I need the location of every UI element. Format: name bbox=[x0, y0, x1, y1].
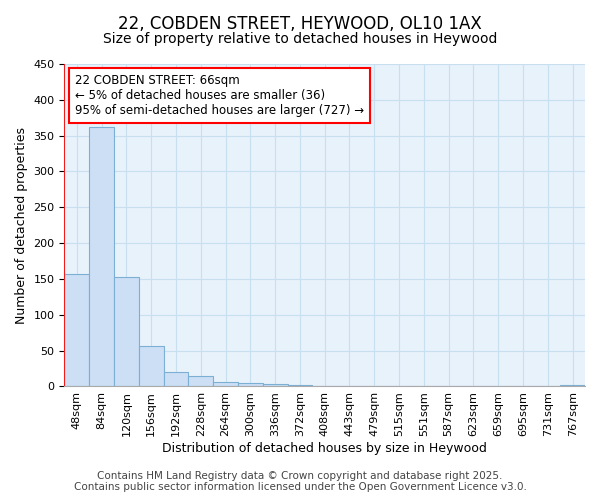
Bar bbox=[89, 127, 114, 386]
Bar bbox=[287, 385, 313, 386]
Y-axis label: Number of detached properties: Number of detached properties bbox=[15, 126, 28, 324]
Bar bbox=[64, 274, 89, 386]
Text: 22 COBDEN STREET: 66sqm
← 5% of detached houses are smaller (36)
95% of semi-det: 22 COBDEN STREET: 66sqm ← 5% of detached… bbox=[75, 74, 364, 116]
Text: 22, COBDEN STREET, HEYWOOD, OL10 1AX: 22, COBDEN STREET, HEYWOOD, OL10 1AX bbox=[118, 15, 482, 33]
Bar bbox=[139, 346, 164, 387]
Text: Contains HM Land Registry data © Crown copyright and database right 2025.
Contai: Contains HM Land Registry data © Crown c… bbox=[74, 471, 526, 492]
Bar bbox=[238, 383, 263, 386]
Bar bbox=[263, 384, 287, 386]
Bar bbox=[560, 385, 585, 386]
Bar bbox=[213, 382, 238, 386]
Text: Size of property relative to detached houses in Heywood: Size of property relative to detached ho… bbox=[103, 32, 497, 46]
Bar bbox=[188, 376, 213, 386]
Bar bbox=[114, 277, 139, 386]
X-axis label: Distribution of detached houses by size in Heywood: Distribution of detached houses by size … bbox=[162, 442, 487, 455]
Bar bbox=[164, 372, 188, 386]
